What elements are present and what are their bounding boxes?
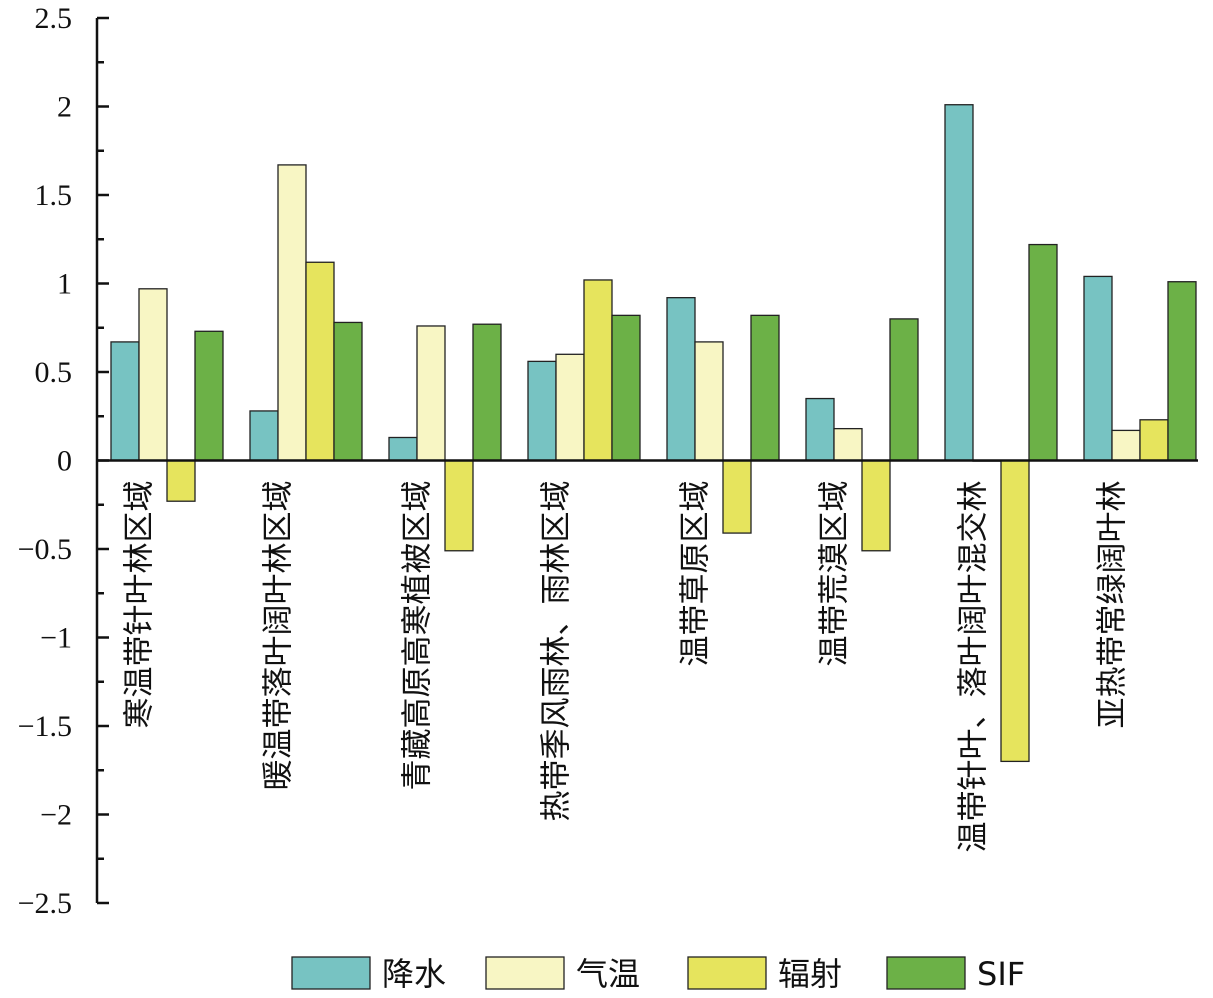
bar-4-4 [611,314,641,462]
y-tick-label: −1 [40,622,72,655]
bar-6-4 [889,318,919,462]
bar-3-3 [444,459,474,552]
bar-5-2 [694,341,724,462]
bar-7-4 [1028,243,1058,462]
y-axis-ticks: 2.5 2 1.5 1 0.5 0 −0.5 −1 −1.5 −2 −2.5 [18,2,109,920]
bar-1-2 [138,288,168,462]
legend-swatch [485,956,565,990]
legend-swatch [291,956,371,990]
bar-8-4 [1167,281,1197,462]
bar-6-2 [833,427,863,462]
bar-5-1 [666,297,696,462]
y-tick-label: 1.5 [35,179,73,212]
category-label: 暖温带落叶阔叶林区域 [261,481,297,791]
bar-3-1 [388,436,418,462]
category-label: 温带草原区域 [678,481,714,667]
legend: 降水 气温 辐射 SIF [291,955,1025,993]
legend-label: SIF [977,955,1025,993]
bar-7-1 [944,104,974,462]
y-tick-label: 1 [57,268,72,301]
y-tick-label: 2.5 [35,2,73,35]
legend-label: 气温 [576,955,640,993]
bar-3-4 [472,323,502,462]
y-tick-label: 0 [57,445,72,478]
category-label: 温带荒漠区域 [817,481,853,667]
bar-8-1 [1083,275,1113,462]
bar-2-3 [305,261,335,462]
bar-7-3 [1000,459,1030,763]
category-label: 温带针叶、落叶阔叶混交林 [956,481,992,853]
bar-2-4 [333,321,363,462]
legend-label: 辐射 [778,955,842,993]
bar-1-1 [110,341,140,462]
bar-2-1 [249,410,279,462]
y-tick-label: −2.5 [18,887,72,920]
bar-4-2 [555,353,585,462]
bars-group [110,104,1197,763]
y-tick-label: 2 [57,91,72,124]
category-label: 亚热带常绿阔叶林 [1095,481,1131,729]
bar-3-2 [416,325,446,462]
legend-swatch [886,956,966,990]
legend-swatch [687,956,767,990]
bar-8-3 [1139,419,1169,462]
y-tick-label: −2 [40,799,72,832]
y-tick-label: 0.5 [35,356,73,389]
category-label: 青藏高原高寒植被区域 [400,481,436,791]
bar-6-1 [805,397,835,462]
category-labels: 寒温带针叶林区域 暖温带落叶阔叶林区域 青藏高原高寒植被区域 热带季风雨林、雨林区域 温… [122,481,1131,853]
bar-1-3 [166,459,196,502]
category-label: 热带季风雨林、雨林区域 [539,481,575,822]
legend-label: 降水 [382,955,446,993]
bar-6-3 [861,459,891,552]
bar-4-3 [583,279,613,462]
bar-5-3 [722,459,752,534]
bar-1-4 [194,330,224,462]
bar-4-1 [527,360,557,462]
y-tick-label: −1.5 [18,710,72,743]
bar-5-4 [750,314,780,462]
y-tick-label: −0.5 [18,533,72,566]
bar-2-2 [277,164,307,462]
category-label: 寒温带针叶林区域 [122,481,158,729]
bar-8-2 [1111,429,1141,462]
